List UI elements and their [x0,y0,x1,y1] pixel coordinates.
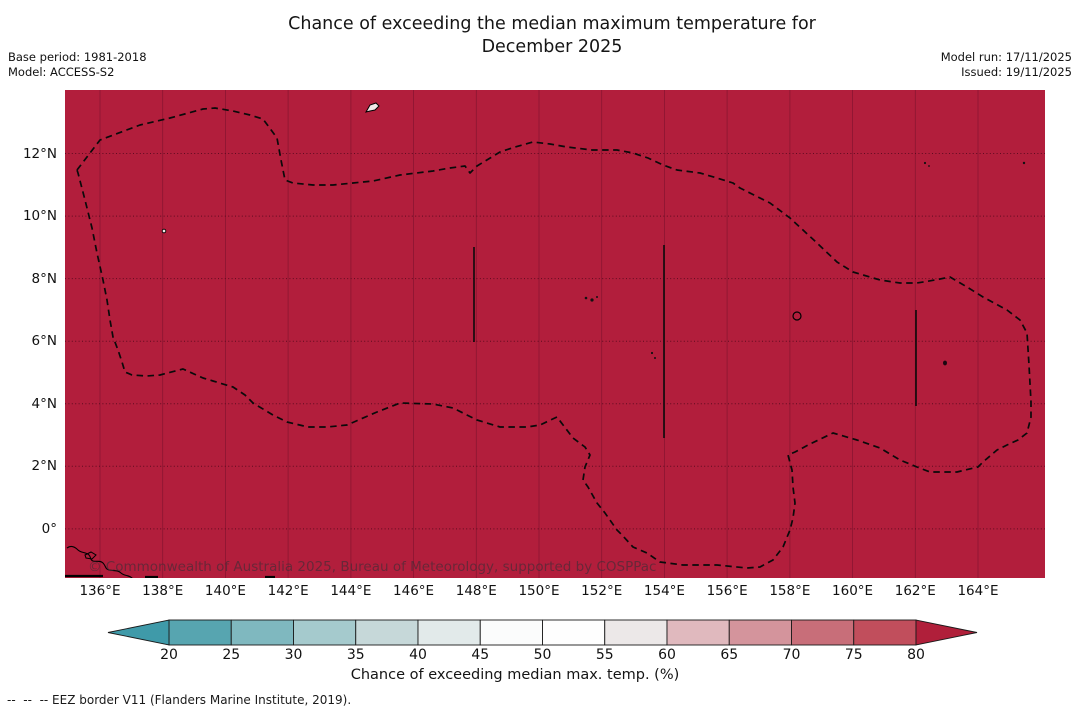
x-tick-label: 142°E [267,583,309,599]
colorbar-segment [604,619,668,646]
colorbar [0,615,1085,653]
eez-legend-text: -- -- -- EEZ border V11 (Flanders Marine… [7,693,352,707]
x-tick-label: 150°E [518,583,560,599]
x-tick-label: 152°E [581,583,623,599]
model-run-text: Model run: 17/11/2025 [940,50,1072,64]
colorbar-segment [791,619,855,646]
colorbar-tick-label: 35 [346,647,365,663]
colorbar-right-arrow [915,619,978,646]
forecast-map: © Commonwealth of Australia 2025, Bureau… [65,90,1045,578]
kosrae-island [943,360,947,366]
watermark: © Commonwealth of Australia 2025, Bureau… [88,559,656,575]
atoll-speck-1 [650,351,654,355]
colorbar-tick-label: 40 [409,647,427,663]
x-tick-label: 160°E [832,583,874,599]
png-island-blob [84,551,97,560]
colorbar-left-arrow [107,619,170,646]
colorbar-tick-label: 50 [533,647,552,663]
meta-left: Base period: 1981-2018 Model: ACCESS-S2 [8,50,147,79]
x-tick-label: 156°E [706,583,748,599]
colorbar-tick-label: 55 [595,647,614,663]
y-tick-label: 12°N [22,145,57,162]
x-tick-label: 158°E [769,583,811,599]
y-tick-label: 10°N [22,208,57,225]
x-tick-label: 140°E [204,583,246,599]
chuuk-island-3 [596,296,598,298]
x-tick-label: 136°E [79,583,121,599]
colorbar-tick-label: 80 [907,647,925,663]
colorbar-segment [479,619,543,646]
x-tick-label: 148°E [455,583,497,599]
colorbar-tick-label: 30 [284,647,303,663]
chuuk-island-2 [590,298,594,302]
chuuk-island [584,296,588,300]
colorbar-label: Chance of exceeding median max. temp. (%… [350,667,680,683]
colorbar-tick-label: 70 [782,647,801,663]
atoll-speck-2 [654,357,656,359]
colorbar-tick-label: 25 [222,647,241,663]
x-tick-label: 162°E [894,583,936,599]
x-tick-label: 138°E [142,583,184,599]
title-line-1: Chance of exceeding the median maximum t… [288,14,816,34]
meta-right: Model run: 17/11/2025 Issued: 19/11/2025 [941,50,1072,79]
guam-island [364,102,380,113]
title-line-2: December 2025 [481,37,623,57]
colorbar-segment [417,619,481,646]
map-canvas: © Commonwealth of Australia 2025, Bureau… [65,90,1045,578]
colorbar-segment [666,619,730,646]
colorbar-segment [168,619,232,646]
model-text: Model: ACCESS-S2 [8,64,115,79]
png-coastline [66,545,133,578]
y-tick-label: 4°N [31,395,57,412]
colorbar-tick-label: 60 [658,647,676,663]
colorbar-segment [728,619,792,646]
island-outlines [65,102,1026,578]
colorbar-segment [230,619,294,646]
x-tick-label: 144°E [330,583,372,599]
colorbar-tick-label: 45 [471,647,490,663]
page-title: Chance of exceeding the median maximum t… [52,13,1052,59]
atoll-speck-3 [923,161,927,165]
y-tick-label: 0° [41,520,57,537]
pohnpei-island [792,311,802,321]
atoll-speck-5 [1022,161,1026,165]
eez-divider-lines [473,245,917,438]
x-tick-label: 146°E [393,583,435,599]
colorbar-tick-label: 65 [720,647,739,663]
eez-border-path [76,107,1032,569]
colorbar-segment [293,619,357,646]
colorbar-tick-label: 75 [844,647,863,663]
x-tick-label: 164°E [957,583,999,599]
colorbar-segment [355,619,419,646]
y-tick-label: 6°N [31,333,57,350]
colorbar-canvas [107,619,978,646]
atoll-speck-4 [928,165,930,167]
issued-text: Issued: 19/11/2025 [961,64,1072,79]
colorbar-segment [853,619,917,646]
y-tick-label: 8°N [31,270,57,287]
graticule-horizontal [65,153,1045,530]
x-tick-label: 154°E [643,583,685,599]
colorbar-segment [542,619,606,646]
base-period-text: Base period: 1981-2018 [8,50,147,64]
colorbar-tick-label: 20 [160,647,178,663]
y-tick-label: 2°N [31,458,57,475]
graticule-vertical [99,90,979,578]
yap-island [161,228,167,234]
